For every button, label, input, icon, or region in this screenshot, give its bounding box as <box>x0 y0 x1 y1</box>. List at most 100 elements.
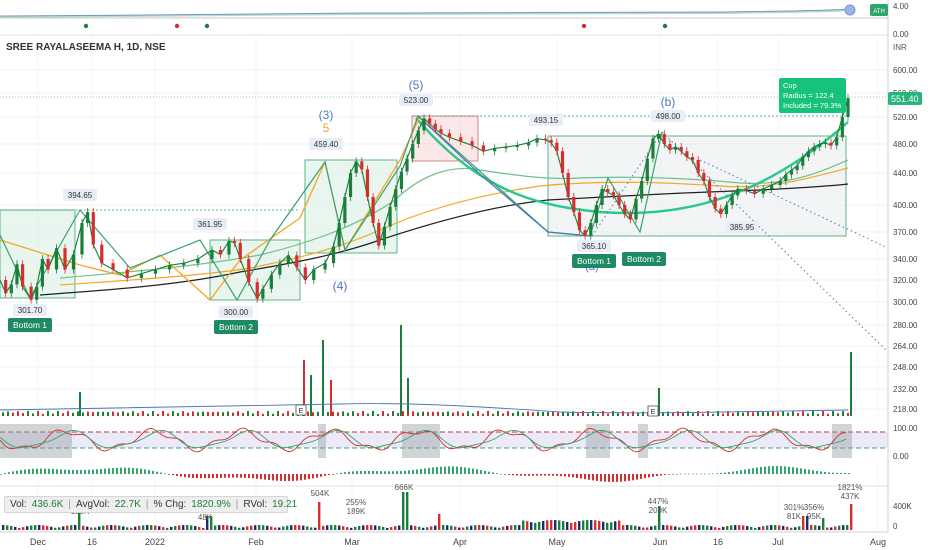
volume-overlay-bar <box>747 411 749 416</box>
wave-label-b: (b) <box>661 95 676 109</box>
candle-body <box>572 197 576 213</box>
volume-bar <box>810 525 813 530</box>
candle-body <box>543 138 548 141</box>
volume-overlay-bar <box>462 412 464 416</box>
volume-overlay-bar <box>347 412 349 416</box>
histo-bar <box>424 468 426 474</box>
volume-overlay-bar <box>497 411 499 416</box>
histo-bar <box>416 469 418 474</box>
volume-bar <box>678 527 681 530</box>
histo-bar <box>828 472 830 474</box>
volume-bar <box>382 526 385 530</box>
candle-body <box>360 161 364 170</box>
histo-bar <box>104 468 106 474</box>
candle-body <box>40 259 44 287</box>
volume-bar <box>514 525 517 530</box>
volume-overlay-bar <box>7 411 9 416</box>
histo-bar <box>608 474 610 482</box>
volume-overlay-bar <box>232 412 234 416</box>
x-tick-4: Mar <box>344 537 360 547</box>
candle-body <box>15 264 19 285</box>
histo-bar <box>544 474 546 476</box>
histo-bar <box>84 469 86 474</box>
volume-bar <box>254 525 257 530</box>
volume-overlay-bar <box>797 413 799 416</box>
candle-body <box>583 230 587 236</box>
volume-overlay-bar <box>532 412 534 416</box>
volume-bar <box>170 526 173 530</box>
histo-bar <box>8 472 10 474</box>
candle-body <box>35 286 39 300</box>
candle-body <box>784 174 788 181</box>
histo-bar <box>644 474 646 479</box>
volume-bar <box>250 525 253 530</box>
histo-bar <box>804 469 806 474</box>
volume-bar <box>474 525 477 530</box>
y-tick-14: 218.00 <box>893 405 918 414</box>
earnings-marker-1[interactable]: E <box>295 404 307 416</box>
price-tag-bg <box>193 218 227 230</box>
volume-bar <box>82 525 85 530</box>
volume-label-7: 447% <box>648 497 668 506</box>
volume-overlay-bar <box>792 411 794 416</box>
avgvol-value: 22.7K <box>114 499 141 510</box>
histo-bar <box>816 470 818 474</box>
volume-overlay-bar <box>187 412 189 416</box>
volume-bar <box>790 527 793 530</box>
candle-body <box>778 181 782 185</box>
volume-bar <box>262 525 265 530</box>
histo-bar <box>812 470 814 474</box>
volume-bar <box>318 502 321 530</box>
candle-body <box>589 223 593 236</box>
volume-overlay-bar <box>387 413 389 416</box>
histo-bar <box>800 468 802 474</box>
volume-overlay-bar <box>82 412 84 416</box>
histo-bar <box>60 469 62 474</box>
histo-bar <box>508 474 510 475</box>
signal-dot-green <box>204 23 210 29</box>
histo-bar <box>656 474 658 477</box>
volume-bar <box>594 520 597 530</box>
volume-bar <box>806 516 809 530</box>
vol-label: Vol: <box>10 499 27 510</box>
histo-bar <box>260 474 262 480</box>
candle-body <box>323 263 327 270</box>
volume-bar <box>146 525 149 530</box>
histo-bar <box>704 473 706 475</box>
volume-overlay-bar <box>132 411 134 416</box>
time-axis[interactable]: Dec 16 2022 Feb Mar Apr May Jun 16 Jul Aug <box>0 531 888 547</box>
candle-body <box>371 197 375 223</box>
histo-bar <box>300 474 302 481</box>
volume-label-8: 209K <box>649 506 668 515</box>
volume-overlay-bar <box>287 411 289 416</box>
histo-bar <box>136 468 138 474</box>
earnings-marker-2[interactable]: E <box>647 405 659 417</box>
volume-overlay-bar <box>342 411 344 416</box>
volume-overlay-bar <box>107 412 109 416</box>
volume-overlay-bar <box>502 413 504 416</box>
histo-bar <box>788 466 790 474</box>
histo-bar <box>212 474 214 479</box>
price-tag-8: 365.10 <box>582 242 607 251</box>
volume-overlay-bar <box>12 412 14 416</box>
candle-body <box>617 195 621 205</box>
histo-bar <box>284 474 286 482</box>
histo-bar <box>808 469 810 474</box>
candle-body <box>411 144 415 159</box>
volume-bar <box>190 525 193 530</box>
candle-body <box>182 263 186 266</box>
y-tick-5: 400.00 <box>893 201 918 210</box>
histo-bar <box>268 474 270 481</box>
histo-bar <box>732 471 734 474</box>
volume-overlay-bar <box>152 411 154 416</box>
volume-overlay-bar <box>97 411 99 416</box>
volume-bar <box>426 527 429 530</box>
candle-body <box>770 185 774 189</box>
volume-panel: 180K504K204%48K255%189K666K447%209K301%8… <box>0 483 888 530</box>
volume-bar <box>734 525 737 530</box>
top-tick-0: 4.00 <box>893 2 909 11</box>
volume-bar <box>518 525 521 530</box>
price-axis[interactable]: 600.00560.00520.00480.00440.00400.00370.… <box>887 0 918 532</box>
candle-body <box>577 212 582 231</box>
histo-bar <box>4 473 6 474</box>
